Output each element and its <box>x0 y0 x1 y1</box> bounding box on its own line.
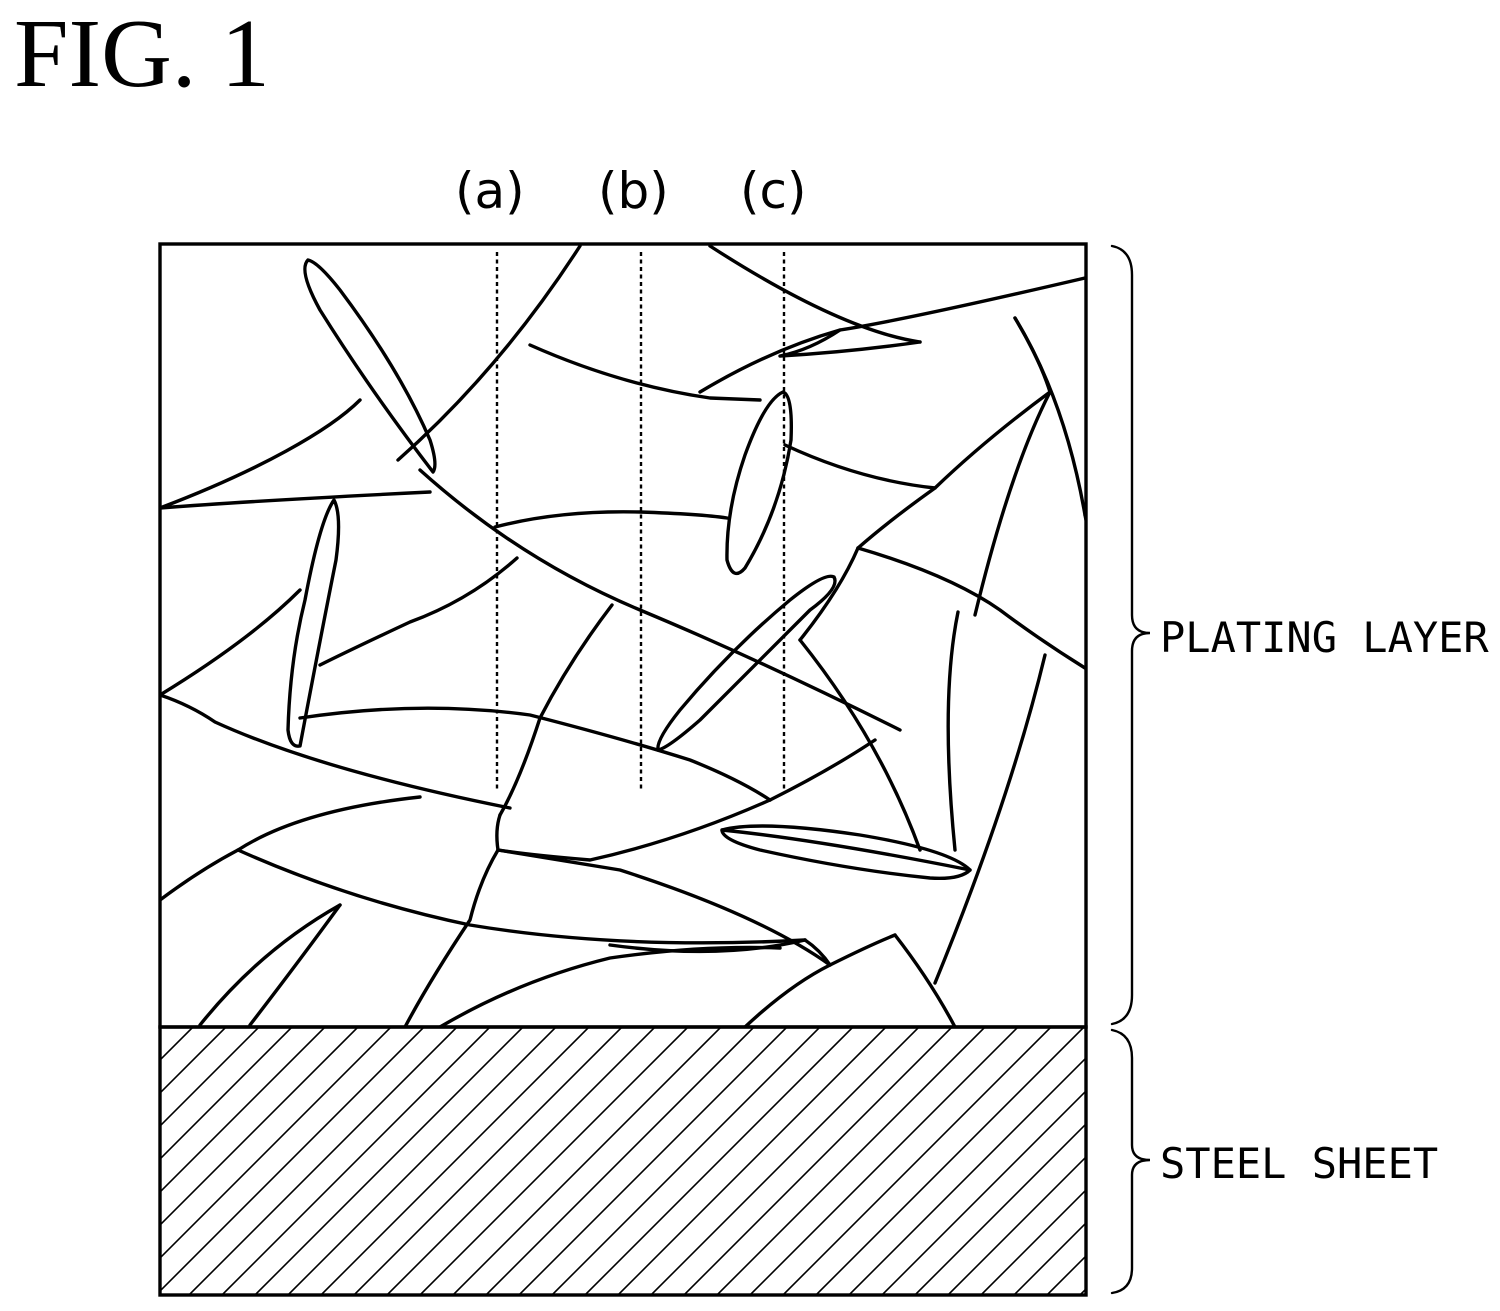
grain-boundary <box>858 392 1050 548</box>
grain-boundary <box>160 400 360 508</box>
grain-boundary <box>500 605 612 815</box>
lens-grain <box>727 392 791 573</box>
hatch-line <box>684 1027 952 1295</box>
hatch-line <box>387 1027 655 1295</box>
hatch-line <box>222 1027 490 1295</box>
hatch-line <box>882 1027 1150 1295</box>
probe-label-b: (b) <box>598 162 669 220</box>
hatch-line <box>585 1027 853 1295</box>
hatch-line <box>24 1027 292 1295</box>
hatch-line <box>486 1027 754 1295</box>
probe-label-c: (c) <box>740 162 807 220</box>
grain-boundary <box>1015 318 1085 515</box>
hatch-line <box>0 1027 160 1295</box>
grain-boundary <box>440 947 780 1027</box>
plating-layer-label: PLATING LAYER <box>1160 613 1489 662</box>
grain-boundary <box>858 548 1085 668</box>
grain-boundary <box>948 612 958 850</box>
grain-boundary <box>895 935 955 1027</box>
plating-layer-grains <box>160 246 1086 1027</box>
hatch-line <box>189 1027 457 1295</box>
grain-boundary <box>320 558 517 665</box>
hatch-line <box>816 1027 1084 1295</box>
hatch-line <box>552 1027 820 1295</box>
grain-boundary <box>160 797 420 900</box>
grain-boundary <box>200 905 340 1025</box>
hatch-line <box>420 1027 688 1295</box>
grain-boundary <box>785 445 935 488</box>
hatch-line <box>57 1027 325 1295</box>
hatch-line <box>750 1027 1018 1295</box>
hatch-line <box>519 1027 787 1295</box>
lens-grain <box>658 576 835 750</box>
figure-title: FIG. 1 <box>14 0 270 108</box>
grain-boundary <box>250 905 340 1025</box>
hatch-line <box>255 1027 523 1295</box>
hatch-line <box>354 1027 622 1295</box>
grain-boundary <box>975 318 1050 615</box>
hatch-line <box>288 1027 556 1295</box>
grain-boundary <box>405 850 498 1027</box>
hatch-line <box>717 1027 985 1295</box>
hatch-line <box>90 1027 358 1295</box>
grain-boundary <box>770 740 875 800</box>
hatch-line <box>618 1027 886 1295</box>
grain-boundary <box>530 345 760 400</box>
probe-lines <box>497 252 784 790</box>
steel-sheet-label: STEEL SHEET <box>1160 1139 1438 1188</box>
steel-sheet-frame <box>160 1027 1086 1295</box>
hatch-line <box>651 1027 919 1295</box>
grain-boundary <box>497 815 500 850</box>
grain-boundary <box>800 640 920 850</box>
lens-grain <box>305 260 435 472</box>
steel-sheet-brace <box>1112 1030 1150 1293</box>
lens-grain <box>288 500 339 746</box>
hatch-line <box>123 1027 391 1295</box>
grain-boundary <box>710 246 920 342</box>
hatch-line <box>321 1027 589 1295</box>
hatch-line <box>453 1027 721 1295</box>
grain-boundary <box>160 492 430 508</box>
grain-boundary <box>495 512 727 527</box>
plating-layer-brace <box>1112 246 1150 1024</box>
grain-boundary <box>160 590 300 695</box>
hatch-line <box>783 1027 1051 1295</box>
hatch-line <box>849 1027 1117 1295</box>
probe-label-a: (a) <box>455 162 525 220</box>
hatch-line <box>156 1027 424 1295</box>
hatch-line <box>0 1027 259 1295</box>
